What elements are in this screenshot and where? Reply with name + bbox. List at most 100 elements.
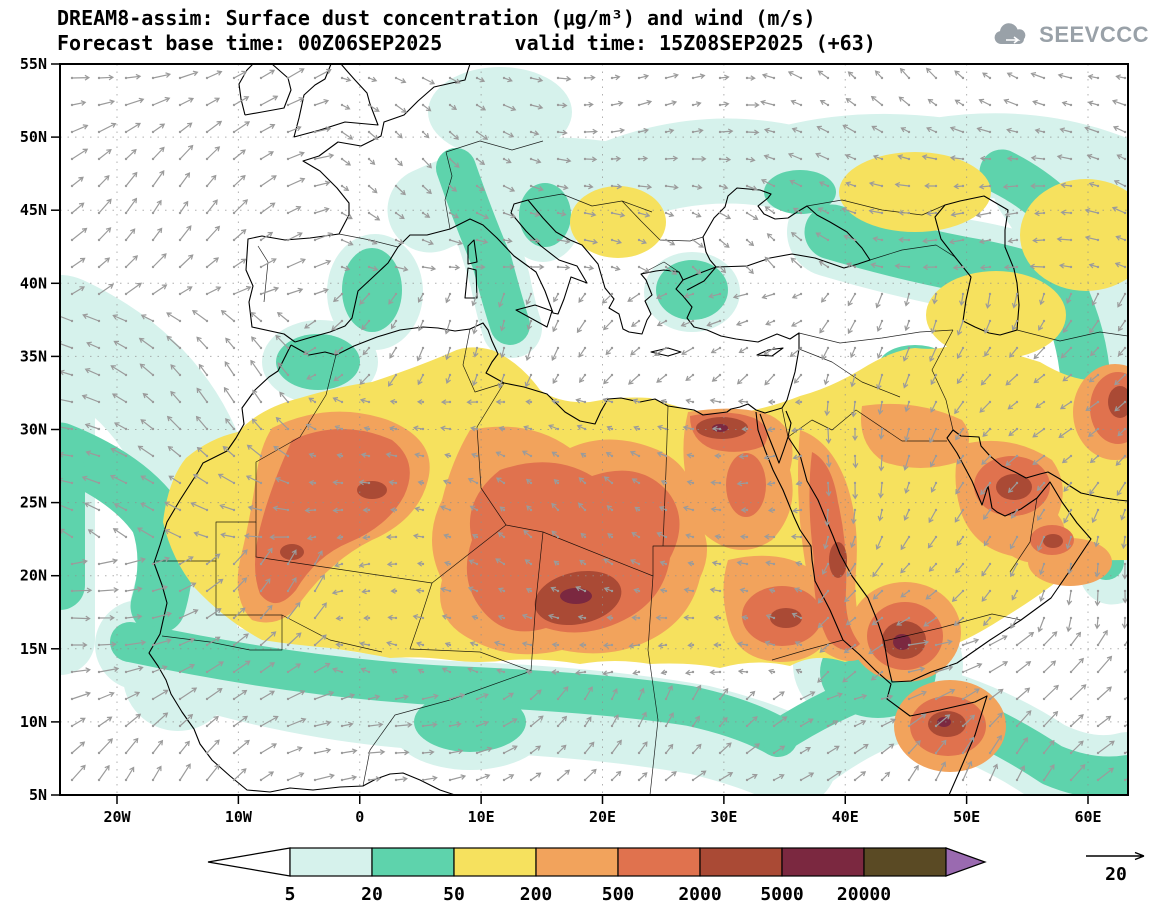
legend-arrow-high xyxy=(945,847,987,877)
legend-label: 20000 xyxy=(837,884,891,905)
coastline xyxy=(702,187,871,269)
country-border xyxy=(527,193,704,242)
coastline xyxy=(290,199,800,425)
dust-contour xyxy=(436,148,530,345)
lon-tick-label: 50E xyxy=(953,808,980,826)
legend-segment xyxy=(863,847,947,877)
seevccc-logo: SEEVCCC xyxy=(988,20,1149,50)
coastline xyxy=(245,64,471,343)
coastline xyxy=(759,410,792,464)
coastline xyxy=(787,429,1128,683)
lat-tick-label: 15N xyxy=(20,640,47,658)
dust-concentration-field xyxy=(60,67,1128,795)
color-scale-legend: 5 20 50 200 500 2000 5000 20000 xyxy=(207,847,987,905)
coastline xyxy=(148,344,456,795)
dust-contour xyxy=(839,152,991,232)
dust-contour xyxy=(414,692,526,752)
lat-tick-label: 40N xyxy=(20,274,47,292)
legend-label: 5 xyxy=(285,884,296,905)
lat-tick-label: 10N xyxy=(20,713,47,731)
country-border xyxy=(640,261,680,275)
legend-label: 5000 xyxy=(760,884,803,905)
lon-tick-label: 10W xyxy=(225,808,253,826)
wind-reference-label: 20 xyxy=(1105,864,1127,885)
legend-segment xyxy=(453,847,537,877)
dust-contour xyxy=(357,481,387,499)
logo-text: SEEVCCC xyxy=(1039,22,1149,47)
coastline xyxy=(464,267,478,299)
lat-tick-label: 5N xyxy=(29,786,47,804)
wind-reference: 20 xyxy=(1086,851,1145,885)
dust-contour xyxy=(110,622,798,757)
dust-contour xyxy=(342,248,402,332)
legend-arrow-low xyxy=(207,847,291,877)
country-border xyxy=(781,407,789,438)
lat-tick-label: 45N xyxy=(20,201,47,219)
country-border xyxy=(787,409,947,442)
map-subtitle: Forecast base time: 00Z06SEP2025 valid t… xyxy=(57,31,876,55)
country-border xyxy=(161,561,283,651)
dust-contour xyxy=(276,334,360,390)
graticule xyxy=(60,64,1128,795)
dust-contour xyxy=(926,271,1066,359)
country-border xyxy=(530,531,544,672)
legend-segment xyxy=(699,847,783,877)
coastline xyxy=(934,195,1020,336)
dust-contour xyxy=(726,453,766,517)
lon-tick-label: 30E xyxy=(710,808,737,826)
coastlines xyxy=(148,64,1128,795)
lat-tick-label: 50N xyxy=(20,128,47,146)
country-border xyxy=(255,522,507,584)
country-border xyxy=(931,329,954,431)
map-title: DREAM8-assim: Surface dust concentration… xyxy=(57,6,816,30)
dust-contour xyxy=(1043,534,1063,548)
dust-contour xyxy=(829,542,847,578)
cloud-icon xyxy=(994,23,1026,44)
lat-tick-label: 20N xyxy=(20,567,47,585)
legend-label: 50 xyxy=(443,884,465,905)
dust-contour xyxy=(764,170,836,214)
country-border xyxy=(1016,329,1128,342)
legend-label: 20 xyxy=(361,884,383,905)
coastline xyxy=(756,347,784,357)
wind-arrows-path xyxy=(60,67,1128,782)
lon-tick-label: 20E xyxy=(589,808,616,826)
country-border xyxy=(798,348,901,398)
country-border xyxy=(647,575,659,795)
country-border xyxy=(409,582,532,672)
dust-contour xyxy=(860,403,970,468)
country-borders xyxy=(156,140,1128,795)
wind-reference-arrow xyxy=(1086,851,1145,861)
country-border xyxy=(444,140,544,230)
lat-tick-label: 30N xyxy=(20,421,47,439)
dust-contour xyxy=(428,67,572,157)
country-border xyxy=(883,497,1038,642)
legend-segment xyxy=(535,847,619,877)
country-border xyxy=(281,614,383,653)
coastline xyxy=(238,64,292,116)
dust-contour xyxy=(1108,386,1128,418)
country-border xyxy=(652,405,811,576)
legend-label: 2000 xyxy=(678,884,721,905)
wind-vectors xyxy=(60,67,1128,782)
lon-tick-label: 60E xyxy=(1074,808,1101,826)
lat-tick-label: 35N xyxy=(20,347,47,365)
country-border xyxy=(476,382,507,526)
coastline xyxy=(515,304,553,328)
dust-contour xyxy=(1020,179,1128,291)
legend-segment xyxy=(617,847,701,877)
coastline xyxy=(467,239,478,265)
legend-segment xyxy=(371,847,455,877)
lon-tick-label: 40E xyxy=(832,808,859,826)
country-border xyxy=(771,639,844,661)
lon-tick-label: 20W xyxy=(103,808,131,826)
lon-tick-label: 10E xyxy=(468,808,495,826)
dust-contour xyxy=(560,588,592,604)
legend-segment xyxy=(289,847,373,877)
dust-contour xyxy=(893,634,911,650)
dust-contour xyxy=(466,462,680,633)
country-border xyxy=(462,328,505,393)
coastline xyxy=(650,347,682,357)
